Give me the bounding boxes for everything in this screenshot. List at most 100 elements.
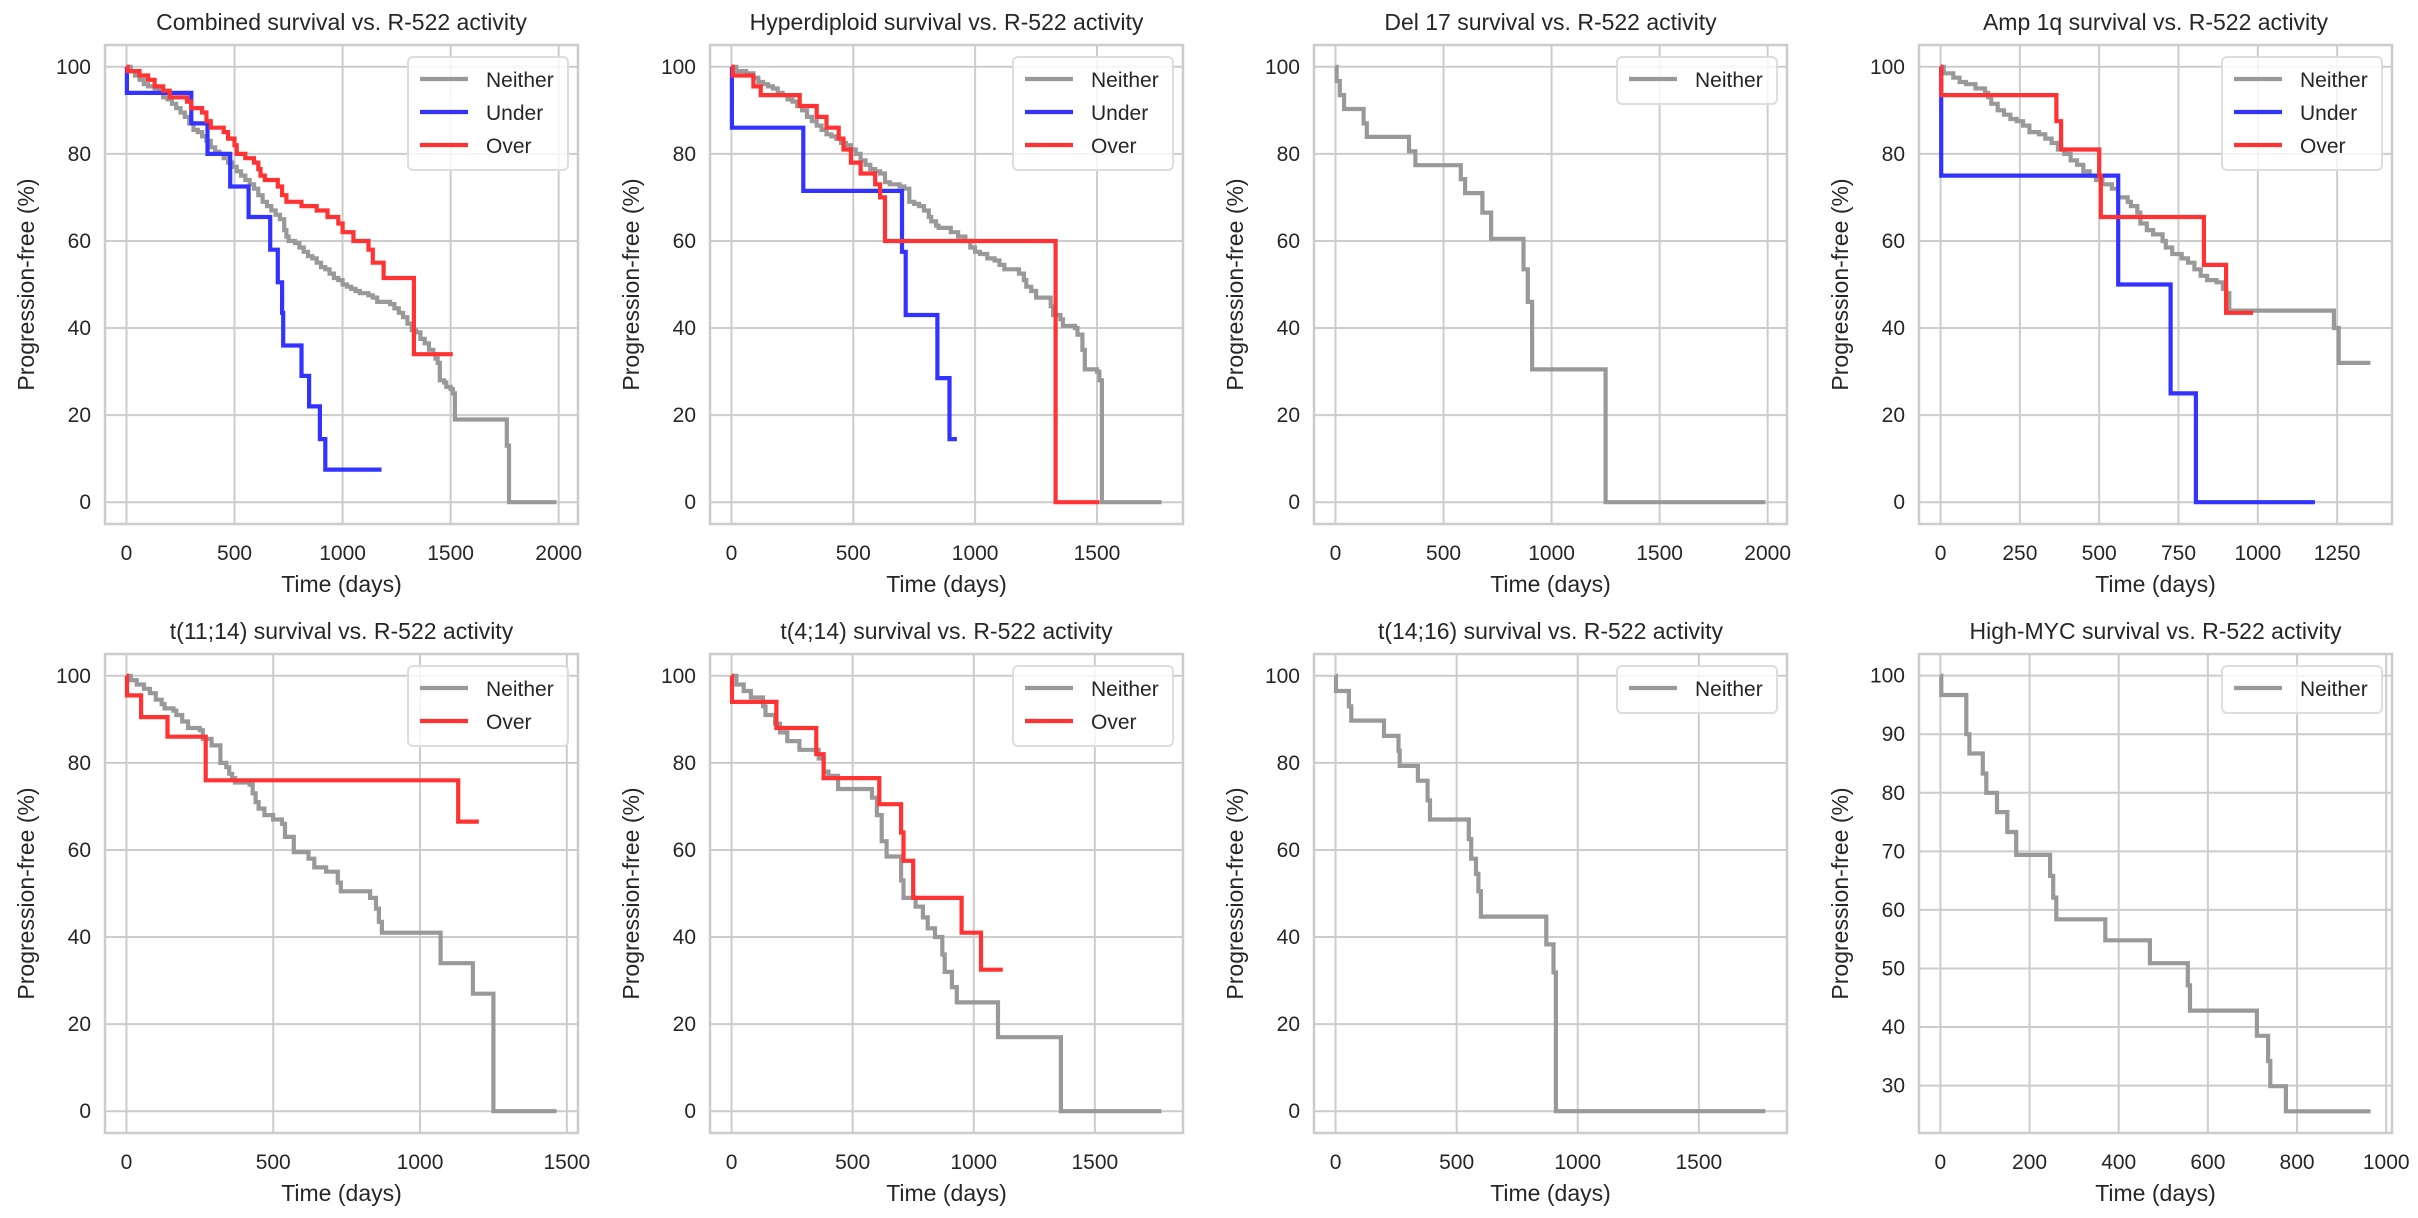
x-tick-label: 1000: [397, 1151, 444, 1174]
series-line-neither: [126, 64, 557, 505]
y-tick-label: 60: [672, 839, 695, 862]
chart-panel: Amp 1q survival vs. R-522 activity 0 250 50…: [1814, 0, 2418, 609]
legend: Neither Over: [407, 665, 569, 747]
y-tick-label: 100: [660, 665, 695, 688]
x-tick-label: 500: [217, 542, 252, 565]
y-axis-label: Progression-free (%): [618, 178, 644, 390]
axes-frame: [1312, 43, 1789, 526]
axes-frame: [1917, 43, 2393, 526]
y-tick-label: 40: [1881, 1016, 1904, 1039]
y-axis-label: Progression-free (%): [1222, 178, 1248, 390]
chart-title: Amp 1q survival vs. R-522 activity: [1982, 9, 2328, 35]
chart-title: t(14;16) survival vs. R-522 activity: [1378, 618, 1724, 644]
axes-frame: [103, 43, 580, 526]
y-tick-label: 100: [56, 56, 91, 79]
y-tick-label: 20: [68, 404, 91, 427]
x-tick-label: 1500: [1675, 1151, 1722, 1174]
y-axis-label: Progression-free (%): [1827, 787, 1853, 999]
axes-frame: [1312, 652, 1789, 1135]
x-tick-label: 2000: [1744, 542, 1791, 565]
x-tick-label: 0: [1934, 1151, 1946, 1174]
y-tick-label: 40: [68, 926, 91, 949]
chart-title: Combined survival vs. R-522 activity: [156, 9, 527, 35]
x-tick-label: 500: [256, 1151, 291, 1174]
y-tick-label: 20: [1277, 404, 1300, 427]
chart-svg: t(11;14) survival vs. R-522 activity 0 500…: [13, 618, 590, 1206]
y-tick-label: 0: [684, 491, 696, 514]
axes-frame: [708, 43, 1184, 526]
x-axis-label: Time (days): [281, 571, 402, 597]
legend-label: Over: [486, 135, 532, 158]
legend-label: Neither: [486, 678, 554, 701]
x-tick-label: 800: [2279, 1151, 2314, 1174]
y-axis-label: Progression-free (%): [618, 787, 644, 999]
y-axis-label: Progression-free (%): [1222, 787, 1248, 999]
series-line-neither: [731, 673, 1161, 1114]
y-tick-label: 40: [68, 317, 91, 340]
x-tick-label: 750: [2160, 542, 2195, 565]
x-tick-label: 400: [2101, 1151, 2136, 1174]
legend-label: Neither: [2300, 69, 2368, 92]
chart-panel: Combined survival vs. R-522 activity 0 500…: [0, 0, 604, 609]
legend: Neither Over: [1011, 665, 1174, 747]
chart-panel: t(11;14) survival vs. R-522 activity 0 500…: [0, 609, 604, 1218]
series-line-over: [1938, 64, 2253, 315]
legend-label: Under: [2300, 102, 2357, 125]
x-tick-label: 500: [2081, 542, 2116, 565]
legend-box: [1616, 56, 1778, 105]
legend-box: [1616, 665, 1778, 714]
y-tick-label: 40: [672, 926, 695, 949]
series-line-neither: [730, 64, 1162, 505]
y-tick-label: 0: [1288, 1100, 1300, 1123]
x-axis-label: Time (days): [2095, 1180, 2216, 1206]
x-tick-label: 500: [835, 542, 870, 565]
y-tick-label: 60: [1881, 230, 1904, 253]
legend-label: Over: [1091, 711, 1137, 734]
legend-label: Neither: [1695, 678, 1763, 701]
x-tick-label: 0: [1330, 1151, 1342, 1174]
y-tick-label: 80: [1277, 752, 1300, 775]
x-axis-label: Time (days): [886, 1180, 1007, 1206]
chart-panel: Del 17 survival vs. R-522 activity 0 500 10…: [1209, 0, 1813, 609]
y-tick-label: 80: [1277, 143, 1300, 166]
y-tick-label: 20: [1277, 1013, 1300, 1036]
series-line-neither: [126, 673, 557, 1114]
y-tick-label: 20: [1881, 404, 1904, 427]
y-tick-label: 70: [1881, 840, 1904, 863]
y-axis-label: Progression-free (%): [13, 178, 39, 390]
legend-label: Neither: [1091, 678, 1159, 701]
x-tick-label: 600: [2190, 1151, 2225, 1174]
y-tick-label: 80: [1881, 782, 1904, 805]
x-tick-label: 1000: [319, 542, 366, 565]
legend-label: Under: [486, 102, 543, 125]
chart-svg: t(4;14) survival vs. R-522 activity 0 500 1…: [618, 618, 1184, 1206]
x-tick-label: 2000: [535, 542, 582, 565]
x-tick-label: 0: [725, 542, 737, 565]
chart-svg: Hyperdiploid survival vs. R-522 activity…: [618, 9, 1184, 597]
legend-box: [2220, 56, 2383, 171]
series-line-over: [730, 64, 1099, 505]
legend-box: [407, 56, 569, 171]
series-line-over: [729, 673, 1003, 972]
y-tick-label: 30: [1881, 1075, 1904, 1098]
x-tick-label: 1500: [427, 542, 474, 565]
y-tick-label: 100: [56, 665, 91, 688]
chart-svg: Del 17 survival vs. R-522 activity 0 500 10…: [1222, 9, 1791, 597]
chart-panel: t(14;16) survival vs. R-522 activity 0 500…: [1209, 609, 1813, 1218]
series-line-neither: [1333, 673, 1766, 1114]
y-tick-label: 0: [1893, 491, 1905, 514]
legend-label: Neither: [1091, 69, 1159, 92]
legend-label: Neither: [2300, 678, 2368, 701]
axes-frame: [1917, 652, 2393, 1135]
y-tick-label: 80: [68, 752, 91, 775]
y-tick-label: 100: [1869, 665, 1904, 688]
legend: Neither Under Over: [2220, 56, 2383, 171]
y-tick-label: 20: [672, 1013, 695, 1036]
series-line-over: [125, 64, 453, 357]
y-tick-label: 0: [1288, 491, 1300, 514]
y-tick-label: 40: [672, 317, 695, 340]
legend-label: Neither: [1695, 69, 1763, 92]
y-tick-label: 50: [1881, 957, 1904, 980]
chart-title: t(11;14) survival vs. R-522 activity: [170, 618, 514, 644]
